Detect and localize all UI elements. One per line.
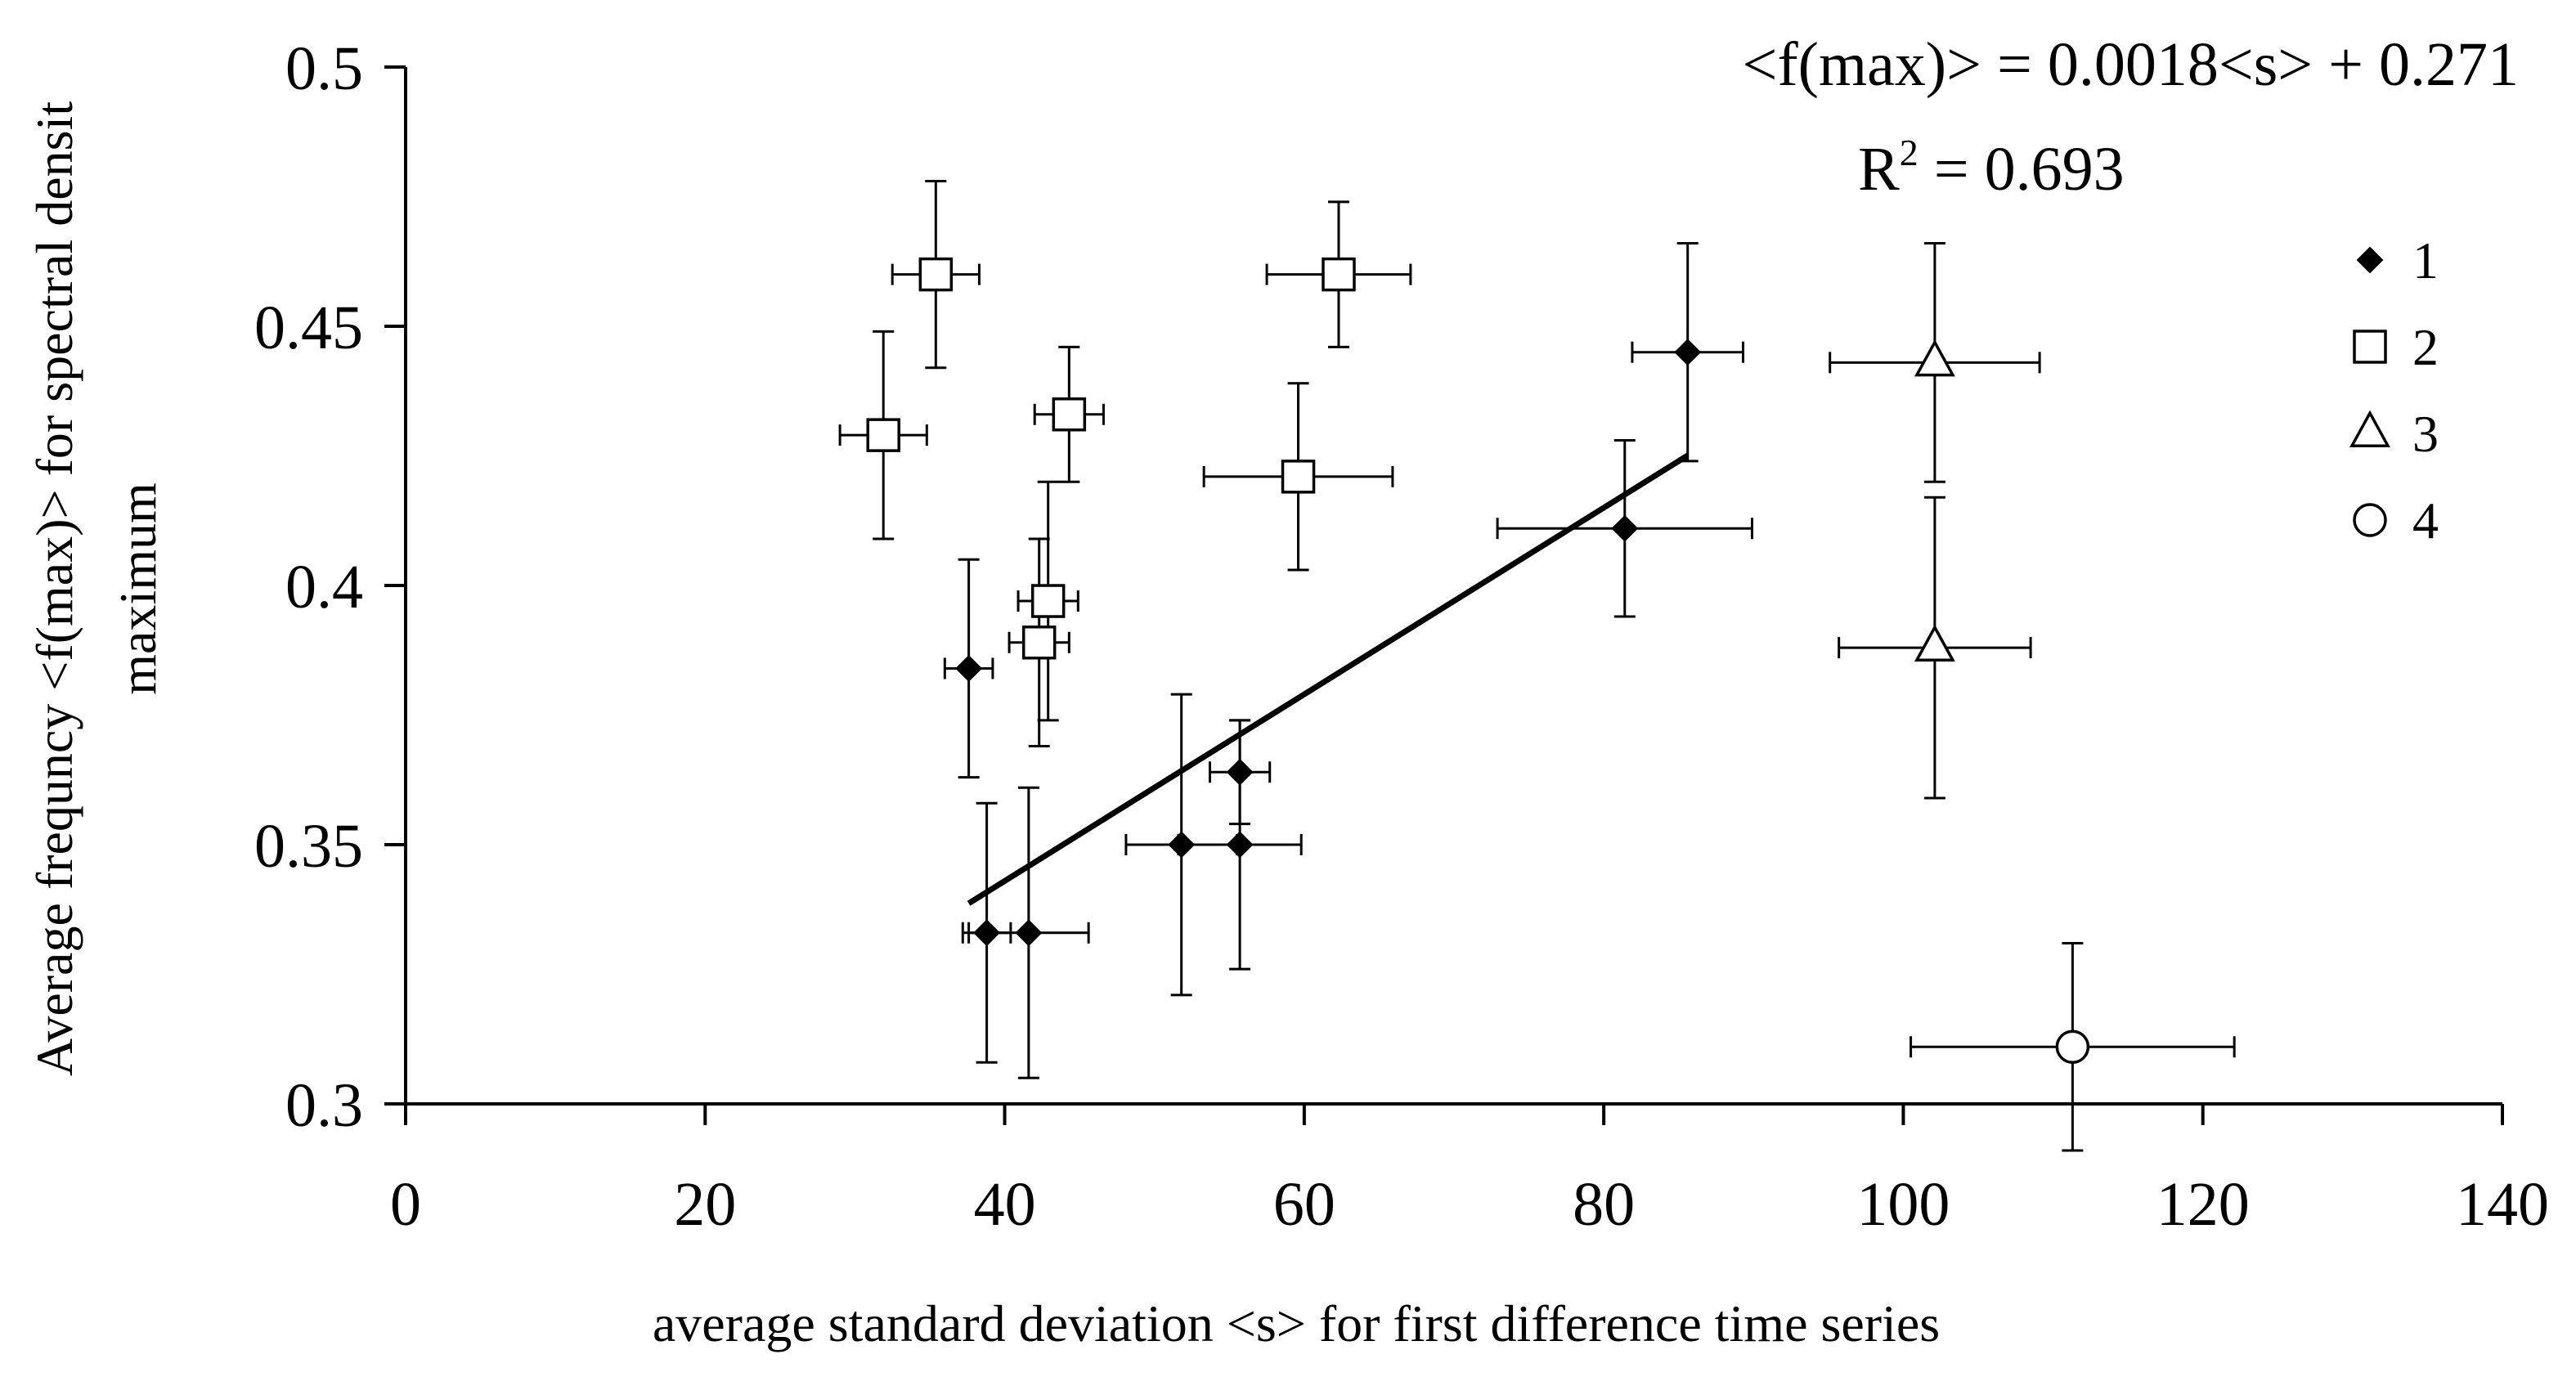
trendline: [967, 453, 1690, 906]
x-tick-label: 80: [1573, 1170, 1635, 1239]
legend-marker-2: [2353, 330, 2387, 364]
r-squared-exponent: 2: [1900, 132, 1919, 173]
error-bars: [838, 179, 2236, 1152]
r-squared-value: = 0.693: [1919, 135, 2125, 204]
y-tick-label: 0.3: [285, 1071, 363, 1140]
data-point-series-3: [1914, 339, 1955, 377]
x-tick-label: 20: [674, 1170, 736, 1239]
data-point-series-1: [1168, 831, 1196, 859]
y-tick-label: 0.45: [254, 294, 363, 362]
x-tick-label: 120: [2156, 1170, 2250, 1239]
legend-label-4: 4: [2412, 491, 2439, 549]
r-squared-prefix: R: [1858, 135, 1900, 204]
data-point-series-1: [973, 919, 1001, 947]
data-point-series-2: [1052, 397, 1087, 432]
data-markers: [866, 257, 2090, 1065]
axes: [404, 67, 2502, 1106]
legend-marker-4: [2353, 503, 2387, 537]
trendline-equation: <f(max)> = 0.0018<s> + 0.271: [1742, 30, 2519, 99]
legend-marker-1: [2356, 246, 2384, 274]
data-point-series-2: [1322, 257, 1356, 292]
data-point-series-2: [1021, 625, 1057, 660]
y-axis-title-line1: Average frequncy <f(max)> for spectral d…: [25, 101, 83, 1076]
legend-label-2: 2: [2412, 318, 2439, 376]
legend-label-1: 1: [2412, 231, 2439, 289]
x-tick-label: 60: [1273, 1170, 1335, 1239]
data-point-series-1: [1226, 831, 1254, 859]
data-point-series-1: [955, 655, 983, 682]
r-squared-label: R2 = 0.693: [1858, 132, 2125, 204]
trendline-group: [967, 453, 1690, 906]
x-tick-label: 40: [974, 1170, 1036, 1239]
y-axis-title-line2: maximum: [109, 482, 167, 695]
y-tick-label: 0.35: [254, 812, 363, 881]
data-point-series-2: [1030, 584, 1066, 618]
data-point-series-4: [2055, 1029, 2090, 1065]
y-tick-label: 0.4: [285, 553, 363, 621]
x-tick-label: 0: [390, 1170, 421, 1239]
data-point-series-2: [918, 257, 954, 292]
data-point-series-1: [1611, 514, 1639, 542]
x-axis-title: average standard deviation <s> for first…: [653, 1294, 1940, 1352]
axis-ticks: 0 20 40 60 80 100 120 140 0.3 0.35 0.4 0.45 0.5: [254, 34, 2549, 1239]
legend-marker-3: [2349, 410, 2390, 447]
legend: 1 2 3 4: [2349, 231, 2439, 549]
data-point-series-1: [1226, 758, 1254, 786]
y-tick-label: 0.5: [285, 34, 363, 103]
data-point-series-2: [1281, 460, 1316, 494]
data-point-series-3: [1914, 624, 1955, 662]
x-tick-label: 100: [1856, 1170, 1950, 1239]
x-tick-label: 140: [2456, 1170, 2549, 1239]
legend-label-3: 3: [2412, 405, 2439, 463]
data-point-series-1: [1674, 339, 1702, 366]
data-point-series-1: [1015, 919, 1043, 947]
data-point-series-2: [866, 418, 900, 452]
